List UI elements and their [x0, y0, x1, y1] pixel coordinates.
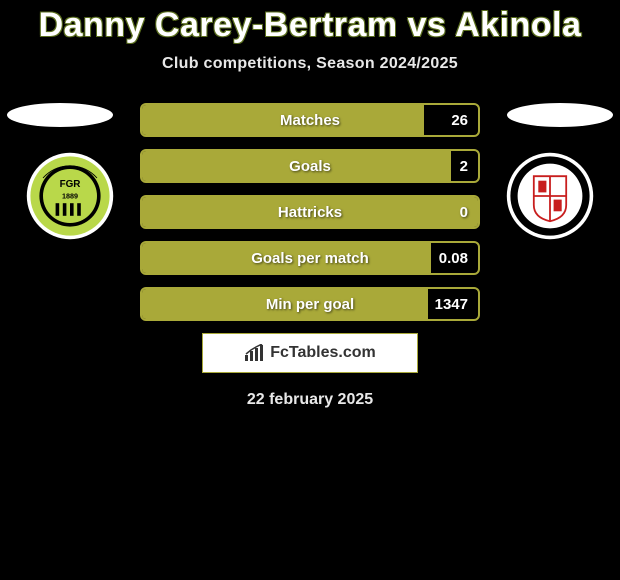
stat-row: Min per goal 1347 [140, 287, 480, 321]
stat-row: Matches 26 [140, 103, 480, 137]
stat-label: Goals per match [251, 250, 369, 267]
stat-value-right: 26 [451, 112, 468, 129]
woking-badge-icon: WOKING [500, 151, 600, 241]
svg-text:FGR: FGR [60, 179, 81, 190]
left-team-badge: FGR 1889 [20, 151, 120, 241]
stats-container: Matches 26 Goals 2 Hattricks 0 Goals per match… [140, 103, 480, 321]
forest-green-badge-icon: FGR 1889 [20, 151, 120, 241]
brand-card[interactable]: FcTables.com [202, 333, 418, 373]
stat-label: Min per goal [266, 296, 354, 313]
right-team-badge: WOKING [500, 151, 600, 241]
chart-icon [244, 344, 266, 362]
stat-value-right: 0 [460, 204, 468, 221]
date-text: 22 february 2025 [0, 391, 620, 409]
stat-value-right: 0.08 [439, 250, 468, 267]
svg-text:1889: 1889 [62, 192, 78, 201]
stat-row: Goals 2 [140, 149, 480, 183]
stat-row: Hattricks 0 [140, 195, 480, 229]
page-title: Danny Carey-Bertram vs Akinola [0, 0, 620, 45]
main-content: FGR 1889 WOKING Matches 26 Goals 2 Hattricks… [0, 103, 620, 321]
stat-row: Goals per match 0.08 [140, 241, 480, 275]
subtitle: Club competitions, Season 2024/2025 [0, 55, 620, 73]
stat-value-right: 2 [460, 158, 468, 175]
stat-label: Matches [280, 112, 340, 129]
stat-value-right: 1347 [435, 296, 468, 313]
right-player-pill [507, 103, 613, 127]
svg-text:WOKING: WOKING [537, 166, 564, 173]
stat-label: Goals [289, 158, 331, 175]
brand-text: FcTables.com [270, 344, 376, 362]
stat-label: Hattricks [278, 204, 342, 221]
left-player-pill [7, 103, 113, 127]
